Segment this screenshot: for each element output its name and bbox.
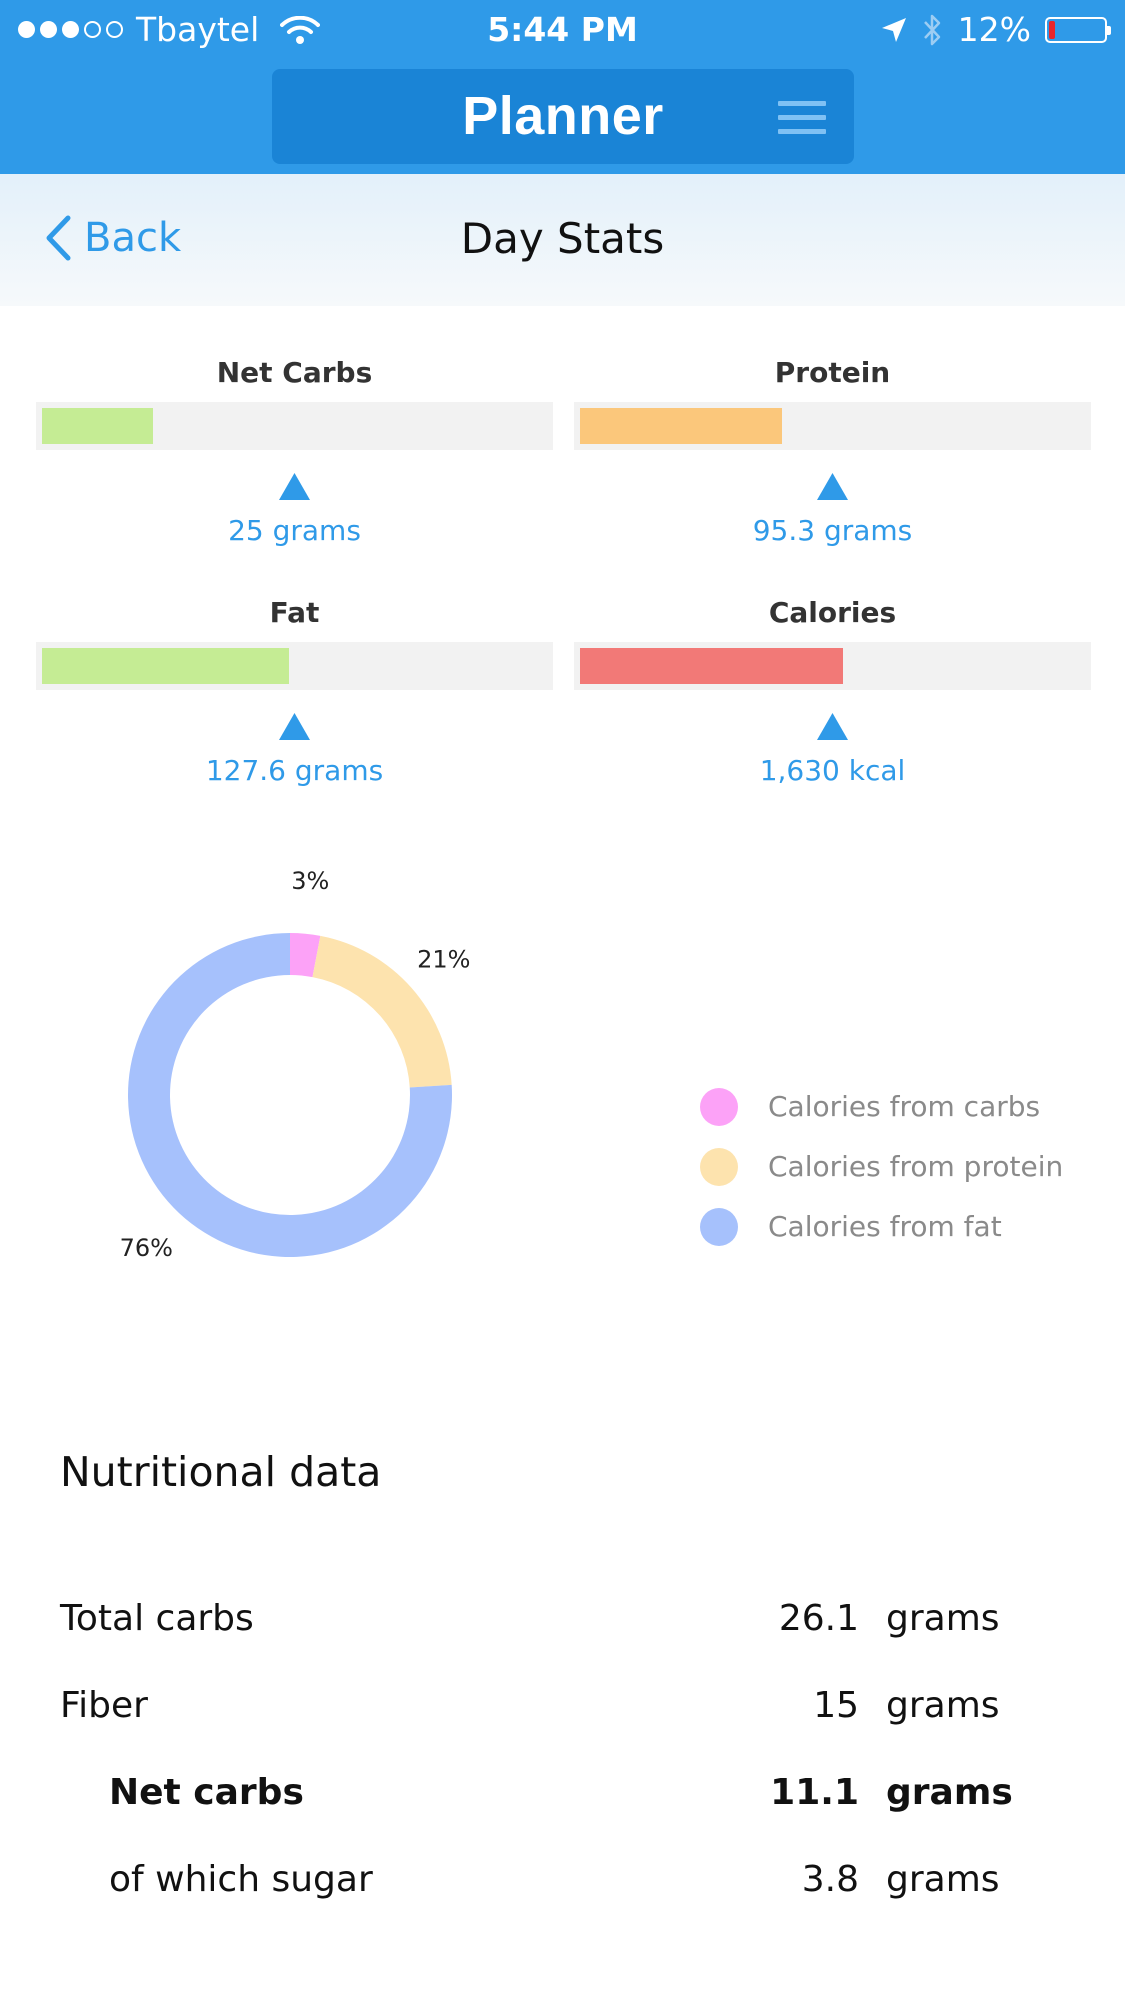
- progress-fill: [580, 648, 843, 684]
- nutrition-row-total-carbs: Total carbs 26.1 grams: [0, 1598, 1125, 1658]
- signal-dot: [18, 21, 35, 38]
- stat-calories: Calories 1,630 kcal: [574, 596, 1091, 796]
- nutrition-label: Fiber: [60, 1685, 148, 1726]
- nutrition-row-net-carbs: Net carbs 11.1 grams: [0, 1772, 1125, 1832]
- legend-label: Calories from fat: [768, 1210, 1002, 1243]
- battery-percent: 12%: [957, 10, 1031, 49]
- legend-swatch: [700, 1148, 738, 1186]
- cellular-signal: Tbaytel: [18, 10, 321, 49]
- stat-label: Calories: [768, 596, 897, 629]
- nutrition-unit: grams: [886, 1598, 1000, 1639]
- stat-value: 25 grams: [228, 514, 361, 547]
- carrier-name: Tbaytel: [136, 10, 260, 49]
- stat-label: Protein: [774, 356, 891, 389]
- navigation-bar: Back Day Stats: [0, 174, 1125, 306]
- nutrition-value: 3.8: [801, 1859, 859, 1900]
- triangle-marker-icon: [817, 473, 848, 500]
- stat-value: 127.6 grams: [205, 754, 384, 787]
- signal-dot: [40, 21, 57, 38]
- stat-label: Net Carbs: [216, 356, 373, 389]
- app-title: Planner: [462, 86, 664, 146]
- donut-slice: [312, 935, 452, 1088]
- progress-track: [574, 642, 1091, 690]
- progress-fill: [42, 648, 290, 684]
- signal-dot: [84, 21, 101, 38]
- stat-value: 95.3 grams: [752, 514, 913, 547]
- legend-swatch: [700, 1208, 738, 1246]
- status-time: 5:44 PM: [487, 10, 638, 49]
- progress-track: [36, 642, 553, 690]
- triangle-marker-icon: [817, 713, 848, 740]
- nutrition-unit: grams: [886, 1772, 1013, 1813]
- nutrition-unit: grams: [886, 1685, 1000, 1726]
- donut-slice-label: 76%: [120, 1234, 173, 1262]
- bluetooth-icon: [923, 14, 940, 45]
- location-arrow-icon: [881, 17, 906, 42]
- nutrition-section-title: Nutritional data: [60, 1448, 382, 1496]
- nutrition-value: 15: [813, 1685, 859, 1726]
- wifi-icon: [280, 15, 321, 44]
- progress-fill: [580, 408, 782, 444]
- nutrition-unit: grams: [886, 1859, 1000, 1900]
- battery-icon: [1045, 16, 1111, 43]
- planner-title-bar: Planner: [272, 69, 854, 164]
- nutrition-value: 26.1: [778, 1598, 859, 1639]
- signal-dot: [106, 21, 123, 38]
- app-header: Tbaytel 5:44 PM 12% Planner: [0, 0, 1125, 174]
- stat-net-carbs: Net Carbs 25 grams: [36, 356, 553, 556]
- status-bar: Tbaytel 5:44 PM 12%: [0, 0, 1125, 62]
- nutrition-label: Net carbs: [109, 1772, 304, 1813]
- calorie-donut-chart: 3% 21% 76%: [120, 867, 471, 1262]
- stat-protein: Protein 95.3 grams: [574, 356, 1091, 556]
- back-button[interactable]: Back: [44, 214, 181, 262]
- triangle-marker-icon: [279, 713, 310, 740]
- nutrition-label: of which sugar: [109, 1859, 373, 1900]
- triangle-marker-icon: [279, 473, 310, 500]
- back-label: Back: [84, 215, 182, 261]
- donut-slice-label: 21%: [417, 945, 470, 973]
- hamburger-menu-icon[interactable]: [778, 99, 826, 135]
- signal-dot: [62, 21, 79, 38]
- stat-label: Fat: [269, 596, 320, 629]
- progress-track: [574, 402, 1091, 450]
- stat-value: 1,630 kcal: [759, 754, 906, 787]
- nutrition-row-sugar: of which sugar 3.8 grams: [0, 1859, 1125, 1919]
- progress-track: [36, 402, 553, 450]
- legend-label: Calories from carbs: [768, 1090, 1041, 1123]
- page-title: Day Stats: [460, 214, 665, 263]
- donut-slice-label: 3%: [291, 867, 329, 895]
- progress-fill: [42, 408, 154, 444]
- nutrition-label: Total carbs: [60, 1598, 254, 1639]
- legend-label: Calories from protein: [768, 1150, 1064, 1183]
- battery-level: [1049, 20, 1056, 39]
- stat-fat: Fat 127.6 grams: [36, 596, 553, 796]
- legend-swatch: [700, 1088, 738, 1126]
- nutrition-value: 11.1: [770, 1772, 859, 1813]
- donut-slice: [290, 933, 321, 978]
- nutrition-row-fiber: Fiber 15 grams: [0, 1685, 1125, 1745]
- chevron-left-icon: [46, 215, 71, 261]
